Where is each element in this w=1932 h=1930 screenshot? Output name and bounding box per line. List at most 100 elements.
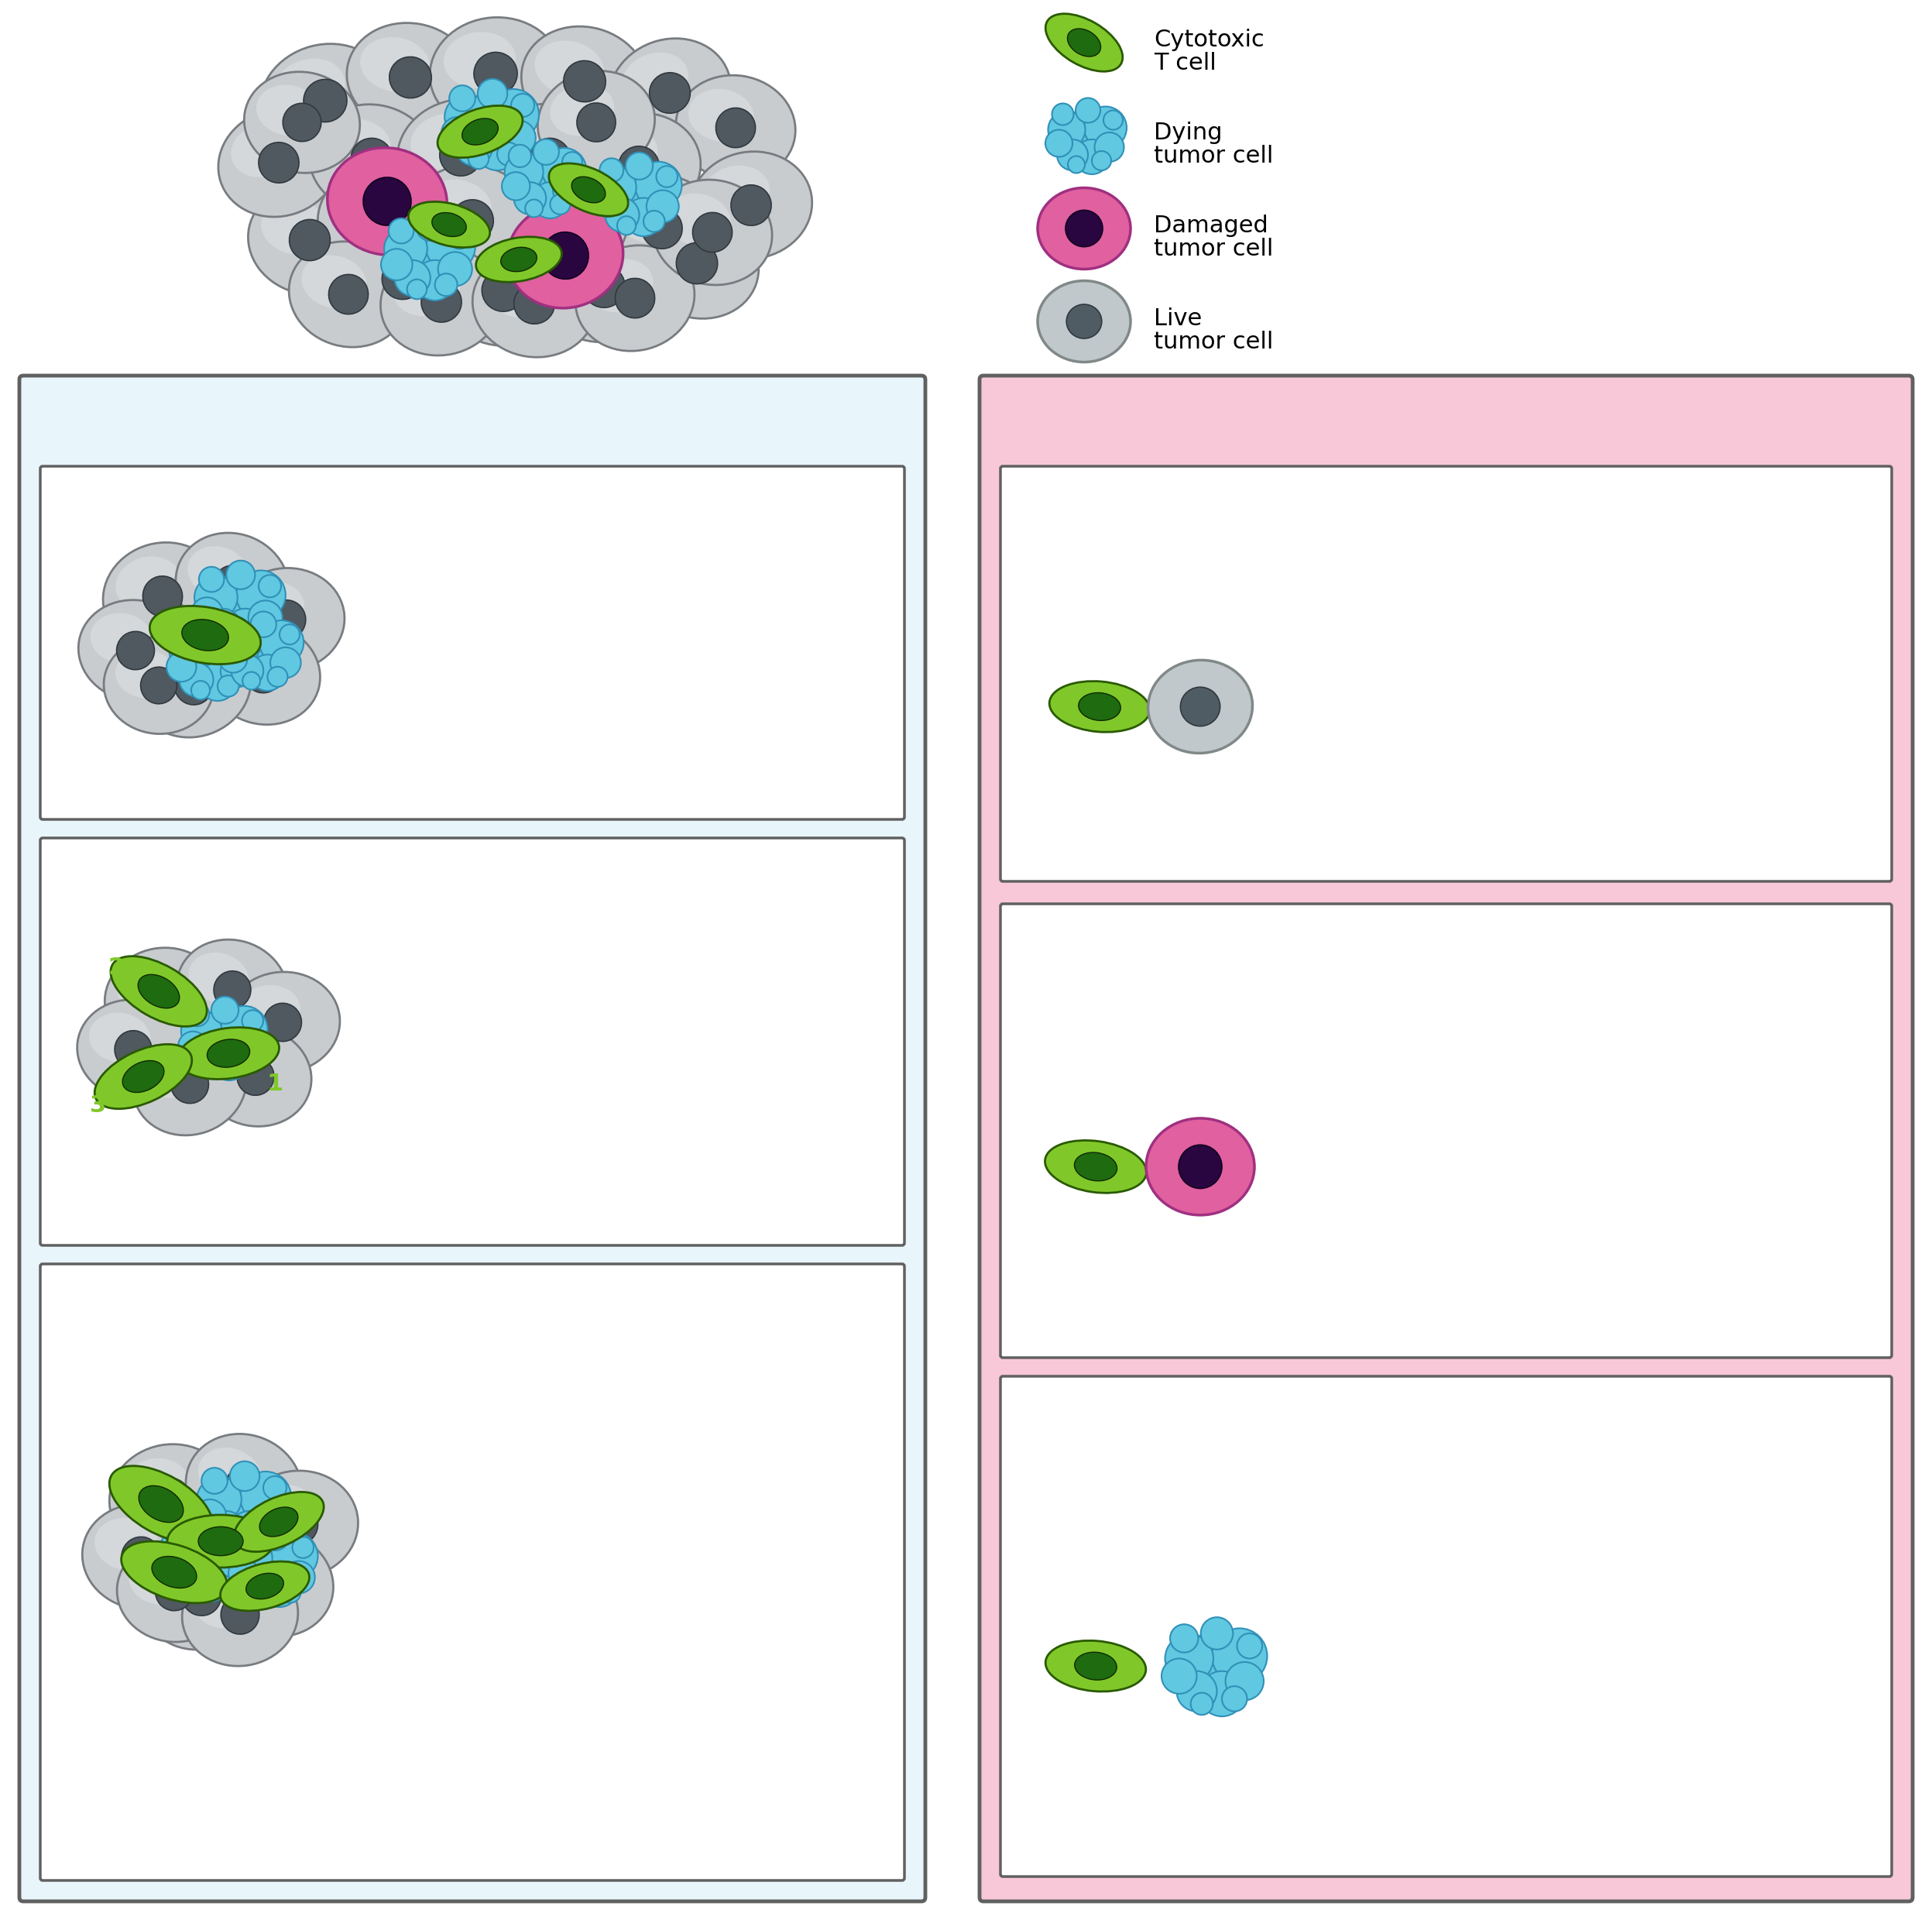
Ellipse shape bbox=[110, 1467, 213, 1542]
Ellipse shape bbox=[1037, 280, 1130, 363]
Circle shape bbox=[211, 1575, 232, 1598]
Ellipse shape bbox=[330, 178, 398, 234]
Circle shape bbox=[1190, 1693, 1213, 1716]
Circle shape bbox=[562, 152, 582, 172]
Ellipse shape bbox=[228, 567, 344, 672]
Ellipse shape bbox=[618, 147, 659, 187]
Ellipse shape bbox=[421, 179, 493, 235]
Ellipse shape bbox=[220, 1596, 259, 1635]
Circle shape bbox=[384, 228, 427, 270]
Circle shape bbox=[182, 631, 238, 685]
Ellipse shape bbox=[1066, 305, 1101, 338]
Circle shape bbox=[643, 210, 665, 232]
Circle shape bbox=[1103, 110, 1122, 129]
Ellipse shape bbox=[649, 73, 690, 114]
Circle shape bbox=[189, 1561, 230, 1602]
Circle shape bbox=[1059, 110, 1109, 160]
Ellipse shape bbox=[122, 1459, 189, 1513]
Ellipse shape bbox=[578, 112, 701, 220]
Ellipse shape bbox=[122, 1536, 160, 1577]
Ellipse shape bbox=[242, 581, 305, 633]
Ellipse shape bbox=[290, 241, 408, 347]
Circle shape bbox=[267, 666, 288, 687]
Circle shape bbox=[191, 598, 222, 629]
Circle shape bbox=[280, 1581, 301, 1602]
FancyBboxPatch shape bbox=[1001, 467, 1891, 882]
Ellipse shape bbox=[1049, 681, 1150, 731]
Ellipse shape bbox=[676, 75, 796, 179]
Ellipse shape bbox=[1066, 29, 1101, 56]
Circle shape bbox=[543, 149, 585, 193]
Ellipse shape bbox=[473, 251, 597, 357]
Circle shape bbox=[253, 1586, 272, 1606]
Ellipse shape bbox=[323, 118, 390, 174]
FancyBboxPatch shape bbox=[19, 376, 925, 1901]
Circle shape bbox=[468, 149, 489, 170]
Ellipse shape bbox=[487, 104, 612, 214]
Text: CTLs killing modes: CTLs killing modes bbox=[280, 425, 665, 459]
Ellipse shape bbox=[529, 139, 570, 179]
Ellipse shape bbox=[576, 245, 694, 351]
Ellipse shape bbox=[440, 133, 481, 176]
Circle shape bbox=[408, 280, 427, 299]
Circle shape bbox=[261, 1569, 299, 1608]
Circle shape bbox=[1095, 133, 1124, 162]
Circle shape bbox=[1171, 1625, 1198, 1652]
Circle shape bbox=[228, 1511, 270, 1554]
Circle shape bbox=[220, 654, 253, 687]
Ellipse shape bbox=[189, 953, 249, 1004]
Ellipse shape bbox=[609, 39, 730, 147]
Circle shape bbox=[516, 152, 568, 205]
Ellipse shape bbox=[118, 1542, 232, 1642]
Circle shape bbox=[1165, 1635, 1213, 1683]
Circle shape bbox=[245, 621, 269, 645]
Ellipse shape bbox=[545, 205, 585, 245]
Ellipse shape bbox=[437, 106, 524, 158]
Circle shape bbox=[512, 95, 535, 118]
Circle shape bbox=[508, 145, 531, 168]
Circle shape bbox=[533, 139, 558, 164]
Circle shape bbox=[607, 166, 663, 222]
Circle shape bbox=[270, 647, 301, 677]
Ellipse shape bbox=[234, 1492, 325, 1552]
Ellipse shape bbox=[641, 208, 682, 249]
Text: Heterogeneous per capita killing: Heterogeneous per capita killing bbox=[56, 1285, 574, 1312]
Text: CTLs:: CTLs: bbox=[1316, 1448, 1391, 1471]
Circle shape bbox=[230, 1056, 251, 1077]
Text: 2: 2 bbox=[108, 957, 124, 979]
Ellipse shape bbox=[535, 41, 605, 96]
Circle shape bbox=[182, 1011, 222, 1052]
Ellipse shape bbox=[381, 249, 502, 355]
Ellipse shape bbox=[214, 971, 251, 1009]
Ellipse shape bbox=[473, 52, 518, 95]
Ellipse shape bbox=[398, 98, 524, 210]
Ellipse shape bbox=[282, 102, 321, 141]
Circle shape bbox=[425, 222, 475, 272]
Ellipse shape bbox=[89, 1013, 151, 1061]
Circle shape bbox=[450, 85, 475, 112]
Text: Perforin discharge: Perforin discharge bbox=[1316, 1046, 1520, 1067]
Ellipse shape bbox=[176, 533, 290, 637]
Ellipse shape bbox=[114, 1031, 153, 1067]
Ellipse shape bbox=[213, 565, 251, 604]
Circle shape bbox=[251, 612, 276, 637]
Ellipse shape bbox=[104, 637, 214, 733]
Circle shape bbox=[201, 1469, 228, 1494]
Circle shape bbox=[201, 1523, 251, 1573]
Circle shape bbox=[1047, 112, 1086, 149]
Circle shape bbox=[232, 1538, 272, 1579]
Ellipse shape bbox=[390, 56, 431, 98]
Circle shape bbox=[170, 1561, 207, 1598]
Circle shape bbox=[500, 120, 535, 156]
Ellipse shape bbox=[514, 284, 554, 324]
Ellipse shape bbox=[133, 1033, 247, 1135]
Ellipse shape bbox=[220, 1561, 309, 1612]
Ellipse shape bbox=[653, 179, 773, 286]
Ellipse shape bbox=[383, 259, 423, 299]
Ellipse shape bbox=[340, 224, 466, 334]
Circle shape bbox=[551, 195, 570, 214]
Circle shape bbox=[448, 226, 471, 249]
Circle shape bbox=[435, 274, 458, 295]
Text: No Caspase-3 activity: No Caspase-3 activity bbox=[1316, 1150, 1563, 1173]
Circle shape bbox=[234, 625, 286, 677]
